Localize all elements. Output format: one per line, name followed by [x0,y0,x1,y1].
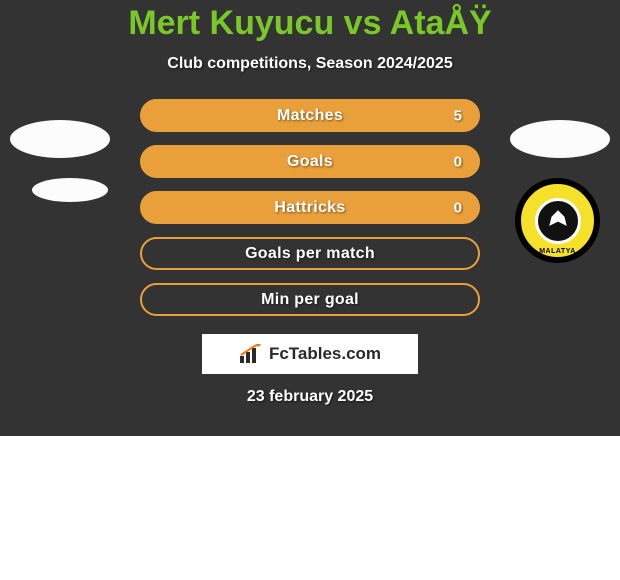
player-left-avatar [10,120,110,158]
page-title: Mert Kuyucu vs AtaÅŸ [0,4,620,43]
crest-label: MALATYA [539,248,576,255]
stat-row-hattricks: Hattricks 0 [140,191,480,224]
chart-icon [239,344,265,364]
stat-value: 0 [454,199,462,216]
player-right-avatar [510,120,610,158]
date-label: 23 february 2025 [0,388,620,406]
brand-box[interactable]: FcTables.com [202,334,418,374]
stat-value: 5 [454,107,462,124]
stat-label: Matches [277,107,343,125]
subtitle: Club competitions, Season 2024/2025 [0,55,620,73]
player-left-chip [32,178,108,202]
stat-value: 0 [454,153,462,170]
team-crest-inner: MALATYA [535,198,581,244]
eagle-icon [544,207,572,235]
brand-text: FcTables.com [269,344,381,364]
stat-label: Goals [287,153,333,171]
stats-list: Matches 5 Goals 0 Hattricks 0 Goals per … [140,99,480,316]
card-container: Mert Kuyucu vs AtaÅŸ Club competitions, … [0,0,620,436]
stat-label: Hattricks [274,199,345,217]
stat-row-min-per-goal: Min per goal [140,283,480,316]
stat-row-goals: Goals 0 [140,145,480,178]
brand: FcTables.com [239,344,381,364]
stat-row-goals-per-match: Goals per match [140,237,480,270]
stat-label: Goals per match [245,245,375,263]
stat-row-matches: Matches 5 [140,99,480,132]
stat-label: Min per goal [261,291,359,309]
team-crest: MALATYA [515,178,600,263]
